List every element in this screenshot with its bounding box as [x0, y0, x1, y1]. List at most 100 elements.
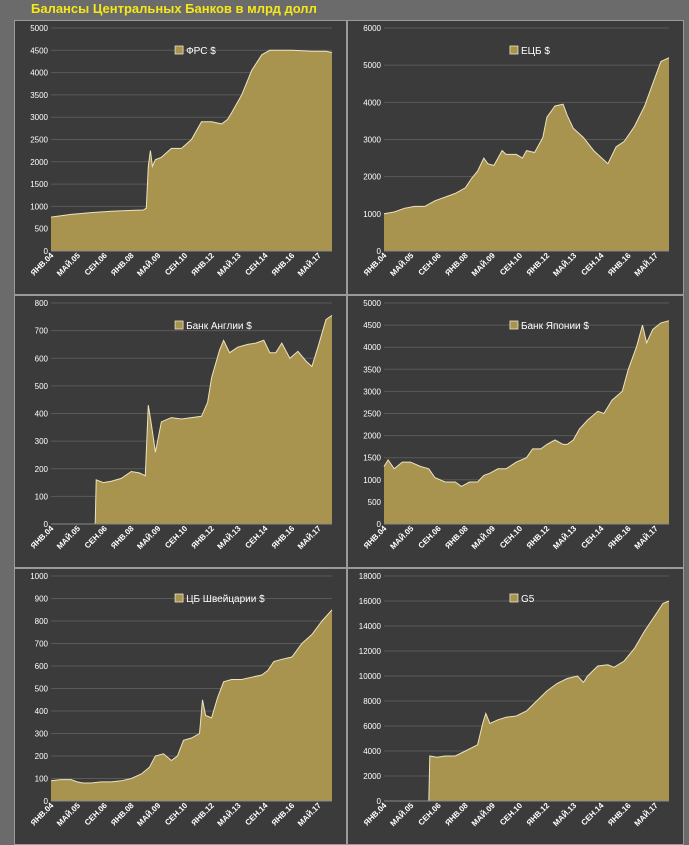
x-tick-label: ЯНВ.12	[190, 801, 217, 828]
x-tick-label: МАЙ.05	[55, 251, 82, 278]
y-tick-label: 500	[35, 225, 49, 234]
y-tick-label: 12000	[359, 647, 382, 656]
x-tick-label: ЯНВ.04	[362, 524, 389, 551]
y-tick-label: 400	[35, 410, 49, 419]
x-tick-label: СЕН.14	[579, 524, 606, 551]
legend-swatch	[509, 45, 519, 55]
y-tick-label: 3000	[363, 136, 381, 145]
x-tick-label: СЕН.06	[83, 801, 110, 828]
y-tick-label: 600	[35, 662, 49, 671]
x-tick-label: МАЙ.17	[296, 524, 323, 551]
x-tick-label: МАЙ.05	[388, 801, 415, 828]
series-area	[384, 57, 669, 252]
series-line	[50, 609, 333, 784]
chart-svg: 0 500 1000 1500 2000 2500 3000 3500 4000 4500 5000…	[362, 299, 670, 551]
y-tick-label: 600	[35, 354, 49, 363]
x-tick-label: СЕН.10	[498, 251, 525, 278]
y-tick-label: 4000	[363, 747, 381, 756]
y-tick-label: 6000	[363, 722, 381, 731]
y-tick-label: 200	[35, 752, 49, 761]
x-tick-label: МАЙ.13	[216, 801, 243, 828]
y-tick-label: 0	[377, 797, 382, 806]
legend-swatch	[174, 45, 184, 55]
y-tick-label: 14000	[359, 622, 382, 631]
y-tick-label: 0	[44, 797, 49, 806]
y-tick-label: 5000	[363, 299, 381, 308]
x-tick-label: МАЙ.13	[216, 251, 243, 278]
y-tick-label: 800	[35, 299, 49, 308]
x-tick-label: МАЙ.13	[216, 524, 243, 551]
y-tick-label: 1000	[363, 476, 381, 485]
x-tick-label: ЯНВ.04	[362, 801, 389, 828]
legend-swatch	[174, 593, 184, 603]
y-tick-label: 4000	[30, 69, 48, 78]
x-tick-label: МАЙ.17	[633, 524, 660, 551]
legend: G5	[509, 593, 535, 605]
x-tick-label: МАЙ.17	[633, 801, 660, 828]
y-tick-label: 4500	[363, 321, 381, 330]
chart-svg: 0 500 1000 1500 2000 2500 3000 3500 4000 4500 5000…	[29, 24, 333, 278]
x-tick-label: ЯНВ.16	[270, 251, 297, 278]
x-tick-label: СЕН.10	[163, 251, 190, 278]
y-tick-label: 3000	[363, 387, 381, 396]
series-area	[384, 320, 669, 524]
y-tick-label: 1000	[363, 210, 381, 219]
x-tick-label: ЯНВ.04	[29, 801, 56, 828]
x-tick-label: СЕН.06	[83, 524, 110, 551]
y-tick-label: 4500	[30, 46, 48, 55]
x-tick-label: ЯНВ.08	[109, 801, 136, 828]
y-tick-label: 800	[35, 617, 49, 626]
x-tick-label: МАЙ.09	[470, 524, 497, 551]
x-tick-label: СЕН.06	[417, 524, 444, 551]
y-tick-label: 1000	[30, 202, 48, 211]
x-tick-label: СЕН.14	[243, 251, 270, 278]
y-tick-label: 0	[377, 247, 382, 256]
y-tick-label: 500	[35, 685, 49, 694]
x-tick-label: ЯНВ.08	[109, 524, 136, 551]
x-tick-label: МАЙ.13	[551, 801, 578, 828]
x-tick-label: СЕН.14	[243, 524, 270, 551]
y-tick-label: 4000	[363, 343, 381, 352]
y-tick-label: 2000	[363, 432, 381, 441]
y-tick-label: 2000	[363, 173, 381, 182]
y-tick-label: 700	[35, 327, 49, 336]
y-tick-label: 3500	[363, 365, 381, 374]
y-tick-label: 0	[44, 520, 49, 529]
x-tick-label: ЯНВ.16	[606, 524, 633, 551]
y-tick-label: 2500	[363, 410, 381, 419]
series-area	[384, 601, 669, 801]
x-tick-label: СЕН.10	[498, 801, 525, 828]
legend: ФРС $	[174, 45, 216, 57]
y-tick-label: 3000	[30, 113, 48, 122]
y-tick-label: 5000	[363, 61, 381, 70]
y-tick-label: 500	[368, 498, 382, 507]
x-tick-label: ЯНВ.12	[190, 524, 217, 551]
x-tick-label: МАЙ.05	[388, 251, 415, 278]
x-tick-label: СЕН.14	[579, 801, 606, 828]
x-tick-label: МАЙ.09	[470, 801, 497, 828]
x-tick-label: ЯНВ.12	[525, 524, 552, 551]
chart-panel-fed: 0 500 1000 1500 2000 2500 3000 3500 4000 4500 5000…	[14, 20, 347, 295]
x-tick-label: СЕН.14	[243, 801, 270, 828]
x-tick-label: МАЙ.09	[470, 251, 497, 278]
legend-swatch	[509, 593, 519, 603]
legend: Банк Англии $	[174, 320, 252, 332]
legend-label: ЦБ Швейцарии $	[186, 594, 265, 605]
legend-label: Банк Англии $	[186, 321, 252, 332]
x-tick-label: ЯНВ.12	[525, 801, 552, 828]
legend-label: Банк Японии $	[521, 321, 589, 332]
series-area	[51, 609, 332, 801]
y-tick-label: 10000	[359, 672, 382, 681]
legend-swatch	[174, 320, 184, 330]
x-tick-label: СЕН.06	[83, 251, 110, 278]
x-tick-label: ЯНВ.08	[109, 251, 136, 278]
x-tick-label: ЯНВ.08	[443, 801, 470, 828]
x-tick-label: МАЙ.09	[135, 524, 162, 551]
y-tick-label: 16000	[359, 597, 382, 606]
y-tick-label: 0	[44, 247, 49, 256]
y-tick-label: 1000	[30, 572, 48, 581]
x-tick-label: МАЙ.17	[633, 251, 660, 278]
x-tick-label: МАЙ.17	[296, 251, 323, 278]
